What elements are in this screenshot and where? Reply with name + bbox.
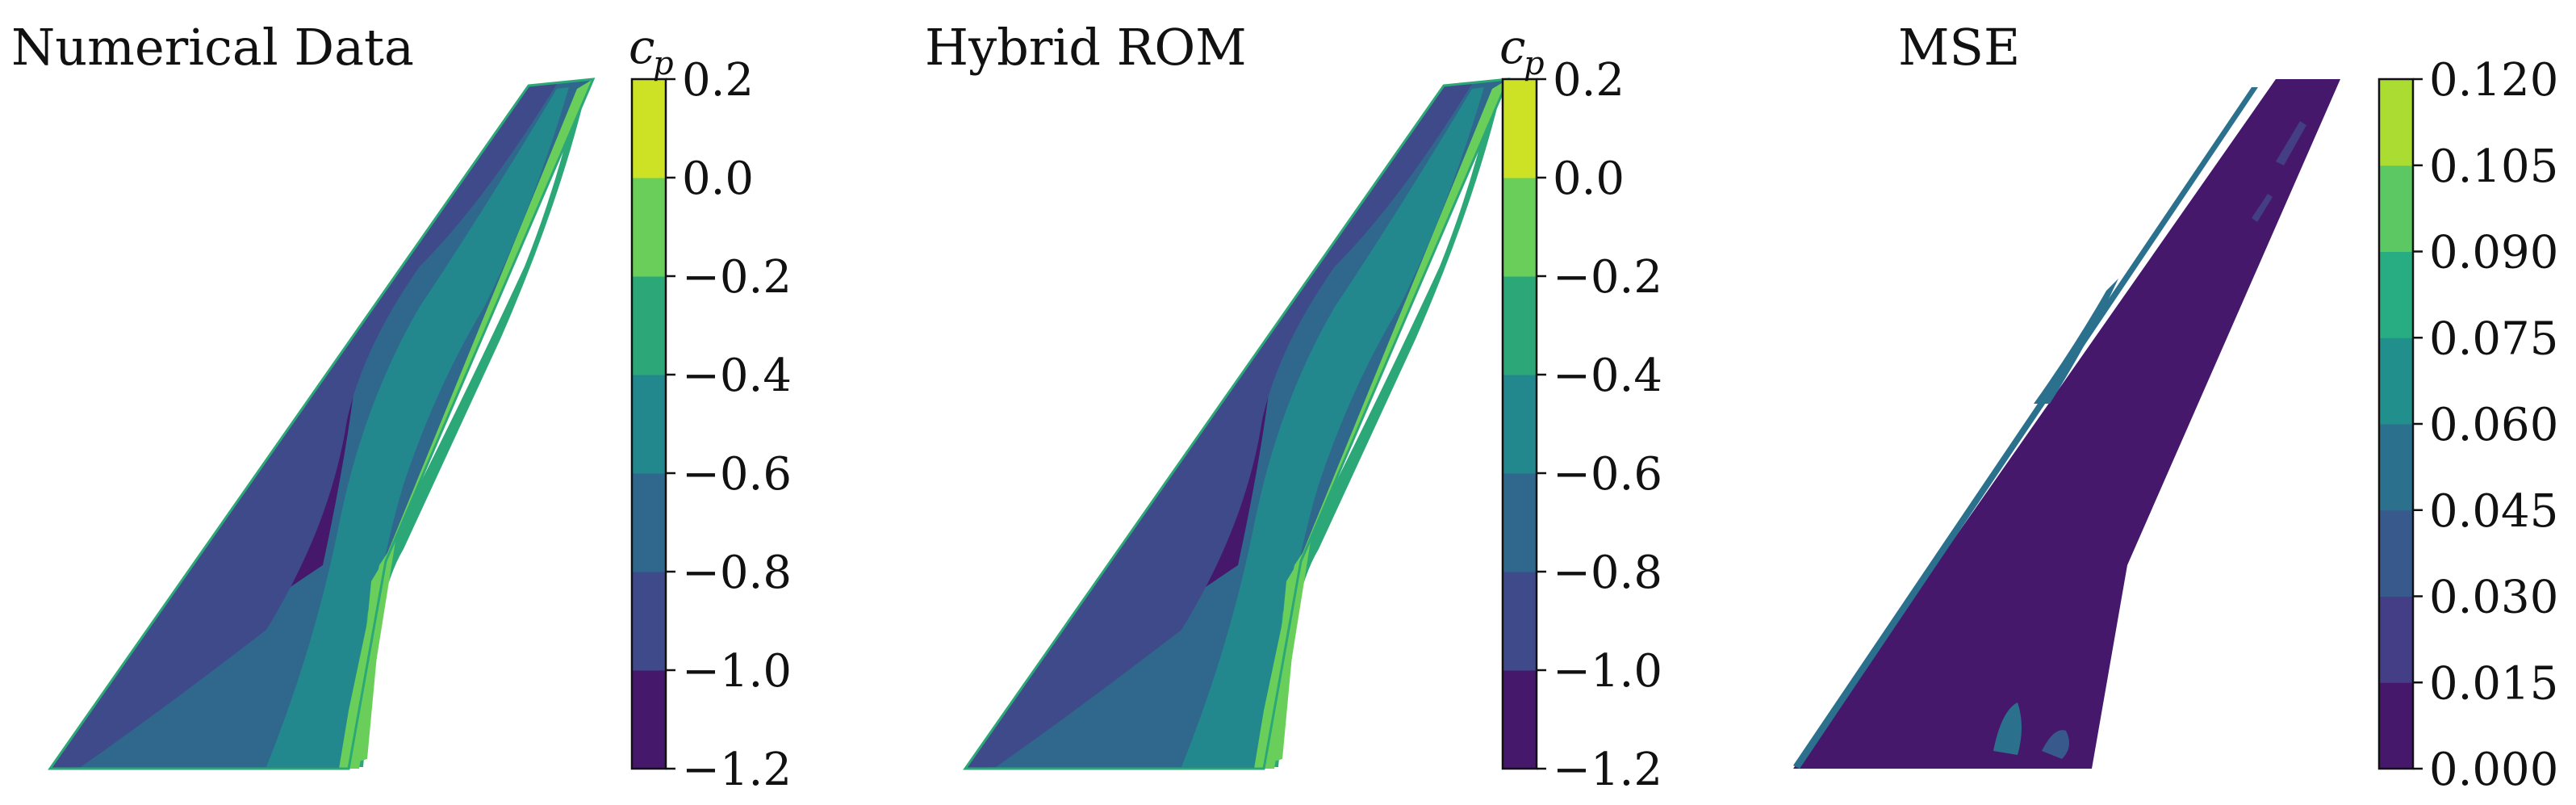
wing-base-region (1793, 79, 2340, 769)
colorbar-segment (2379, 682, 2413, 769)
wing-contour (963, 78, 1511, 770)
colorbar-label-subscript: p (653, 45, 674, 82)
contour-region-mid-chord (1181, 87, 1484, 767)
wing-edge (963, 78, 1511, 770)
colorbar-segment (1503, 178, 1537, 277)
colorbar-tick-label: −0.2 (682, 251, 792, 304)
colorbar-segment (632, 473, 666, 572)
colorbar-tick-label: 0.0 (682, 153, 754, 205)
colorbar-frame (630, 78, 667, 770)
colorbar-tick-label: 0.030 (2429, 572, 2558, 624)
wing-contour (48, 78, 596, 770)
colorbar-tick-label: −0.8 (682, 547, 792, 599)
panel-title: Numerical Data (11, 18, 414, 77)
contour-region-root-trailing-edge (1254, 541, 1311, 769)
panel-3: MSE0.0000.0150.0300.0450.0600.0750.0900.… (1793, 18, 2558, 796)
colorbar-tick-label: 0.2 (682, 54, 754, 107)
colorbar-segment (2379, 338, 2413, 425)
colorbar-tick-label: 0.0 (1553, 153, 1625, 205)
panel-title: Hybrid ROM (925, 18, 1247, 77)
colorbar-segment (632, 572, 666, 671)
colorbar-segment (632, 276, 666, 375)
panel-2: Hybrid ROM −1.2 −1.0 −0.8 −0.6 −0.4 −0.2 0.0 0.2… (925, 18, 1662, 796)
colorbar-tick-label: 0.000 (2429, 744, 2558, 796)
colorbar-tick-label: −0.4 (1553, 350, 1662, 402)
colorbar-tick-label: −0.4 (682, 350, 792, 402)
colorbar-segment (2379, 79, 2413, 166)
contour-region-forward-band (965, 84, 1472, 769)
colorbar-tick-label: 0.105 (2429, 140, 2558, 193)
colorbar-tick-label: 0.090 (2429, 227, 2558, 279)
colorbar-segment (1503, 572, 1537, 671)
contour-region-trailing-strip (355, 95, 585, 767)
colorbar: 0.000 0.015 0.030 0.045 0.060 0.075 0.090 0.105… (2377, 54, 2558, 796)
contour-region-trailing-strip (1270, 95, 1500, 767)
colorbar-segment (1503, 276, 1537, 375)
colorbar: −1.2 −1.0 −0.8 −0.6 −0.4 −0.2 0.0 0.2 cp (629, 19, 792, 796)
contour-region-root-spot-2 (2042, 730, 2069, 759)
colorbar-tick-label: 0.015 (2429, 657, 2558, 710)
colorbar-segment (1503, 79, 1537, 178)
colorbar-segment (2379, 165, 2413, 252)
colorbar-tick-label: −0.2 (1553, 251, 1662, 304)
contour-region-leading-edge (1793, 87, 2258, 769)
colorbar-tick-label: −0.8 (1553, 547, 1662, 599)
contour-region-root-trailing-edge (339, 541, 395, 769)
colorbar-segment (1503, 670, 1537, 769)
colorbar-tick-label: 0.060 (2429, 399, 2558, 451)
colorbar-tick-label: −1.2 (1553, 744, 1662, 796)
colorbar-frame (1501, 78, 1538, 770)
colorbar-tick-label: −1.0 (1553, 645, 1662, 698)
colorbar-segment (632, 79, 666, 178)
colorbar: −1.2 −1.0 −0.8 −0.6 −0.4 −0.2 0.0 0.2 cp (1499, 19, 1662, 796)
colorbar-tick-label: 0.120 (2429, 54, 2558, 107)
colorbar-segment (1503, 473, 1537, 572)
contour-region-forward-band (50, 84, 557, 769)
colorbar-tick-label: −1.2 (682, 744, 792, 796)
contour-region-mid-chord (266, 87, 569, 767)
colorbar-tick-label: 0.2 (1553, 54, 1625, 107)
colorbar-label-subscript: p (1524, 45, 1545, 82)
contour-region-mid-span-streak (2034, 279, 2118, 404)
colorbar-label: c (629, 19, 654, 74)
wing-edge (48, 78, 596, 770)
colorbar-tick-label: −0.6 (1553, 448, 1662, 501)
colorbar-segment (1503, 375, 1537, 474)
contour-region-tip-streak (2252, 121, 2306, 222)
colorbar-segment (2379, 509, 2413, 597)
colorbar-segment (2379, 424, 2413, 511)
colorbar-segment (632, 178, 666, 277)
colorbar-tick-label: 0.075 (2429, 312, 2558, 365)
colorbar-tick-label: −1.0 (682, 645, 792, 698)
colorbar-tick-label: 0.045 (2429, 485, 2558, 538)
panel-title: MSE (1898, 18, 2020, 77)
colorbar-segment (632, 375, 666, 474)
colorbar-segment (632, 670, 666, 769)
colorbar-segment (2379, 251, 2413, 338)
colorbar-segment (2379, 596, 2413, 683)
panel-1: Numerical Data −1.2 −1.0 −0.8 −0.6 −0.4 −0.2 0.… (11, 18, 792, 796)
colorbar-tick-label: −0.6 (682, 448, 792, 501)
wing-contour (1793, 79, 2340, 769)
colorbar-label: c (1499, 19, 1525, 74)
contour-region-root-spot-1 (1993, 702, 2022, 755)
